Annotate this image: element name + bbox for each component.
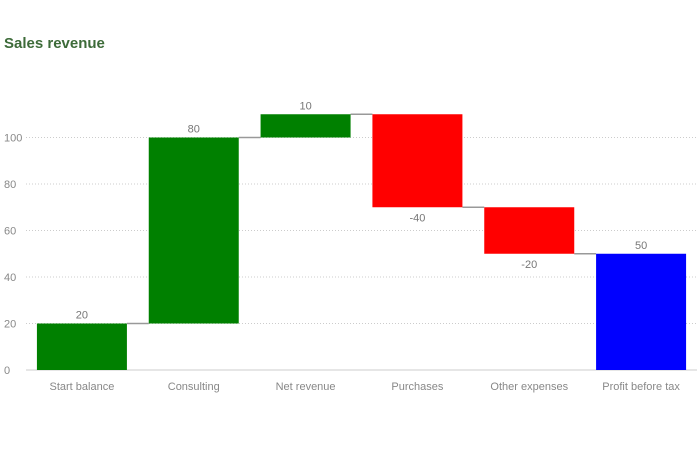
data-label: -20 <box>521 259 537 271</box>
x-tick-label: Consulting <box>168 381 220 393</box>
chart-title: Sales revenue <box>4 35 105 52</box>
data-label: 80 <box>188 124 200 136</box>
bar-profit-before-tax <box>596 253 687 370</box>
data-label: -40 <box>409 212 425 224</box>
x-axis-ticks: Start balance Consulting Net revenue Purcha… <box>50 381 681 393</box>
x-tick-label: Purchases <box>391 381 443 393</box>
y-tick-label: 100 <box>4 133 22 145</box>
bar-consulting <box>148 137 239 324</box>
x-tick-label: Profit before tax <box>602 381 680 393</box>
y-tick-label: 0 <box>4 365 10 377</box>
y-tick-label: 80 <box>4 179 16 191</box>
y-tick-label: 60 <box>4 226 16 238</box>
connectors <box>126 113 597 325</box>
data-label: 10 <box>299 100 311 112</box>
bar-net-revenue <box>260 114 351 138</box>
data-label: 50 <box>635 240 647 252</box>
y-tick-label: 40 <box>4 272 16 284</box>
bar-purchases <box>372 114 463 208</box>
data-label: 20 <box>76 310 88 322</box>
bar-start-balance <box>36 323 127 370</box>
bars <box>36 114 687 370</box>
x-tick-label: Start balance <box>50 381 115 393</box>
x-tick-label: Net revenue <box>276 381 336 393</box>
y-axis-ticks: 0 20 40 60 80 100 <box>4 133 22 378</box>
data-labels: 20 80 10 -40 -20 50 <box>76 100 647 321</box>
y-tick-label: 20 <box>4 319 16 331</box>
bar-other-expenses <box>484 207 575 254</box>
x-tick-label: Other expenses <box>490 381 568 393</box>
